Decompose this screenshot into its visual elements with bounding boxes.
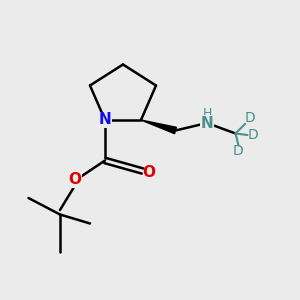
Text: N: N xyxy=(99,112,111,128)
Text: D: D xyxy=(233,144,244,158)
Text: N: N xyxy=(201,116,213,130)
Polygon shape xyxy=(141,120,176,134)
Text: O: O xyxy=(68,172,82,188)
Text: O: O xyxy=(142,165,156,180)
Text: D: D xyxy=(248,128,259,142)
Text: H: H xyxy=(202,107,212,120)
Text: D: D xyxy=(245,112,256,125)
